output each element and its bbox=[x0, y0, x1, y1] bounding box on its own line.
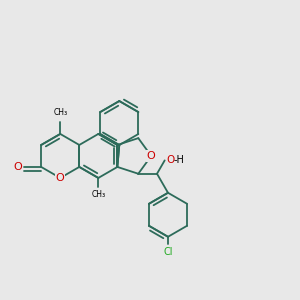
Text: O: O bbox=[56, 173, 64, 183]
Text: Cl: Cl bbox=[163, 247, 173, 257]
Text: -H: -H bbox=[173, 154, 184, 164]
Text: O: O bbox=[166, 154, 174, 164]
Text: CH₃: CH₃ bbox=[91, 190, 105, 199]
Text: O: O bbox=[147, 151, 156, 161]
Text: CH₃: CH₃ bbox=[53, 108, 67, 117]
Text: O: O bbox=[14, 162, 22, 172]
